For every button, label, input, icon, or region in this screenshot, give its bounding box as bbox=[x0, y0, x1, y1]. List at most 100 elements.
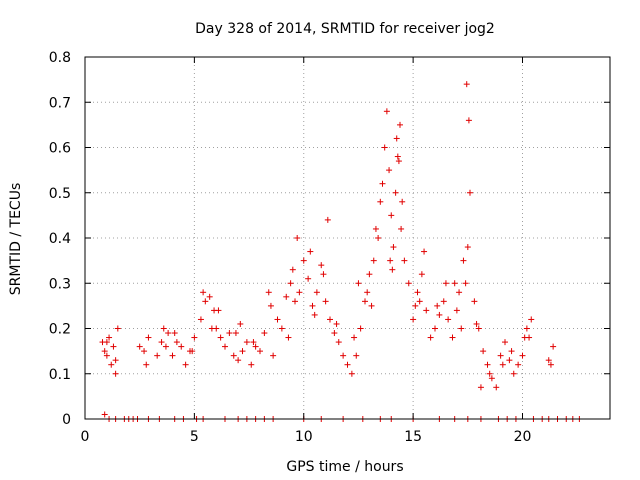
data-point bbox=[357, 325, 364, 332]
data-point bbox=[480, 348, 487, 355]
data-point bbox=[274, 316, 281, 323]
data-point bbox=[387, 257, 394, 264]
data-point bbox=[217, 334, 224, 341]
y-tick-label: 0.5 bbox=[49, 186, 71, 202]
data-point bbox=[388, 212, 395, 219]
data-point bbox=[160, 325, 167, 332]
data-point bbox=[484, 361, 491, 368]
data-point bbox=[462, 280, 469, 287]
data-point bbox=[267, 302, 274, 309]
data-point bbox=[355, 280, 362, 287]
data-point bbox=[230, 352, 237, 359]
data-point bbox=[515, 361, 522, 368]
data-point bbox=[416, 298, 423, 305]
x-tick-label: 5 bbox=[190, 429, 199, 445]
data-point bbox=[106, 334, 113, 341]
data-point bbox=[232, 330, 239, 337]
data-point bbox=[283, 293, 290, 300]
data-point bbox=[114, 325, 121, 332]
data-point bbox=[333, 320, 340, 327]
data-point bbox=[200, 289, 207, 296]
data-point bbox=[322, 298, 329, 305]
data-point bbox=[169, 352, 176, 359]
data-point bbox=[502, 339, 508, 346]
data-point bbox=[368, 302, 375, 309]
data-point bbox=[165, 330, 172, 337]
data-point bbox=[399, 198, 406, 205]
data-point bbox=[243, 339, 250, 346]
data-point bbox=[473, 320, 480, 327]
y-tick-label: 0.2 bbox=[49, 322, 71, 338]
data-point bbox=[477, 384, 484, 391]
data-point bbox=[250, 339, 257, 346]
data-point bbox=[547, 361, 554, 368]
data-point bbox=[226, 330, 233, 337]
data-point bbox=[257, 348, 263, 355]
data-point bbox=[451, 280, 458, 287]
data-point bbox=[101, 411, 108, 418]
data-point bbox=[340, 352, 347, 359]
data-point bbox=[370, 257, 377, 264]
data-point bbox=[418, 271, 425, 278]
data-point bbox=[112, 370, 119, 377]
data-point bbox=[178, 343, 185, 350]
data-point bbox=[222, 343, 228, 350]
data-point bbox=[285, 334, 292, 341]
data-point bbox=[309, 302, 316, 309]
data-point bbox=[493, 384, 500, 391]
chart-title: Day 328 of 2014, SRMTID for receiver jog… bbox=[195, 21, 495, 37]
data-point bbox=[375, 235, 382, 241]
data-point bbox=[300, 257, 307, 264]
data-point bbox=[289, 266, 296, 273]
data-point bbox=[141, 348, 148, 355]
data-point bbox=[278, 325, 285, 332]
data-point bbox=[390, 244, 397, 251]
data-point bbox=[305, 275, 312, 282]
y-tick-label: 0.3 bbox=[49, 276, 71, 292]
data-point bbox=[324, 216, 331, 223]
data-point bbox=[189, 348, 196, 355]
data-point bbox=[423, 307, 430, 314]
data-point bbox=[460, 257, 467, 264]
data-point bbox=[523, 325, 530, 332]
data-point bbox=[528, 316, 535, 323]
data-point bbox=[456, 289, 463, 296]
data-point bbox=[383, 108, 390, 115]
data-point bbox=[434, 302, 441, 309]
data-point bbox=[364, 289, 371, 296]
data-point bbox=[410, 316, 417, 323]
data-point bbox=[351, 334, 358, 341]
data-point bbox=[440, 298, 447, 305]
data-point bbox=[103, 339, 110, 346]
data-point bbox=[475, 325, 482, 332]
data-points bbox=[99, 81, 583, 422]
data-point bbox=[270, 352, 277, 359]
data-point bbox=[313, 289, 320, 296]
data-point bbox=[508, 348, 515, 355]
data-point bbox=[381, 144, 388, 151]
data-point bbox=[344, 361, 351, 368]
data-point bbox=[421, 248, 428, 255]
x-tick-label: 20 bbox=[514, 429, 532, 445]
axis-ticks: 0 5 10 15 20 0 0.1 0.2 0.3 0.4 0.5 0.6 0.7 0.8 bbox=[49, 50, 610, 445]
data-point bbox=[265, 289, 272, 296]
data-point bbox=[427, 334, 434, 341]
data-point bbox=[506, 357, 513, 364]
y-tick-label: 0.4 bbox=[49, 231, 71, 247]
data-point bbox=[145, 334, 152, 341]
data-point bbox=[405, 280, 412, 287]
data-point bbox=[471, 298, 478, 305]
data-point bbox=[103, 352, 110, 359]
y-tick-label: 0.6 bbox=[49, 141, 71, 157]
data-point bbox=[510, 370, 517, 377]
data-point bbox=[467, 189, 473, 196]
data-point bbox=[394, 153, 401, 160]
data-point bbox=[463, 81, 470, 88]
data-point bbox=[379, 180, 386, 187]
data-point bbox=[486, 370, 493, 377]
data-point bbox=[449, 334, 456, 341]
data-point bbox=[397, 121, 403, 128]
data-point bbox=[320, 271, 327, 278]
data-point bbox=[287, 280, 294, 287]
